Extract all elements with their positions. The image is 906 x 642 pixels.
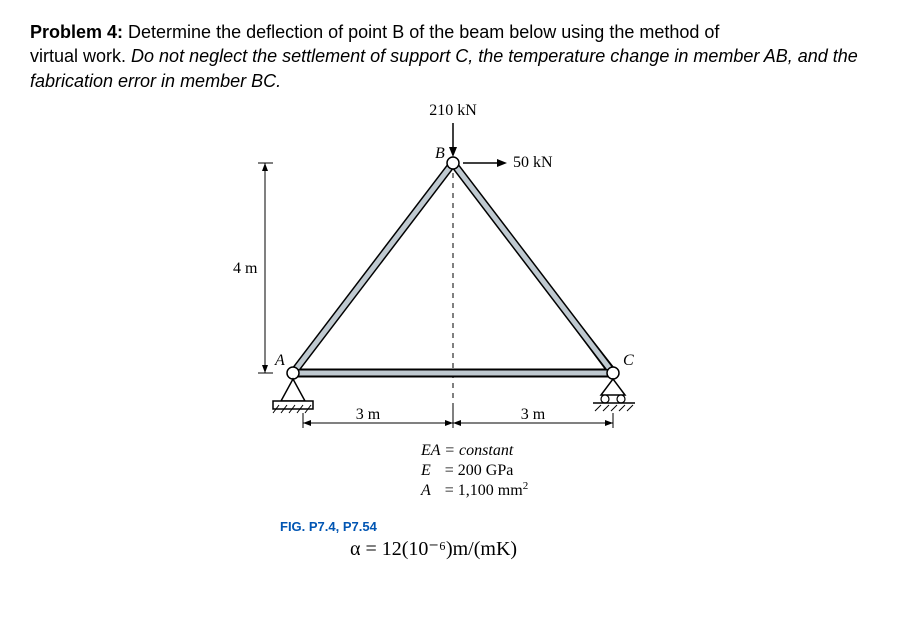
node-B-circle (447, 157, 459, 169)
problem-label: Problem 4: (30, 22, 123, 42)
diagram-container: A B C 210 kN 50 kN 4 m (30, 103, 876, 513)
params-block: EA = constant E= 200 GPa A= 1,100 mm2 (420, 442, 528, 499)
dim-height: 4 m (233, 163, 273, 373)
force-right-label: 50 kN (513, 154, 553, 171)
param-E: E= 200 GPa (420, 462, 513, 479)
dim-left-label: 3 m (356, 406, 381, 423)
member-BC-fill (453, 163, 613, 373)
problem-italic: Do not neglect the settlement of support… (30, 46, 858, 90)
support-C (593, 379, 635, 411)
node-A-circle (287, 367, 299, 379)
problem-statement: Problem 4: Determine the deflection of p… (30, 20, 876, 93)
force-right-arrowhead (497, 159, 507, 167)
member-AB-fill (293, 163, 453, 373)
dim-right-label: 3 m (521, 406, 546, 423)
param-EAconst: EA = constant (420, 442, 514, 459)
node-A-label: A (274, 352, 285, 369)
dim-height-label: 4 m (233, 260, 258, 277)
problem-line1: Determine the deflection of point B of t… (123, 22, 719, 42)
node-B-label: B (435, 145, 445, 162)
dim-bottom: 3 m 3 m (303, 403, 613, 428)
param-A: A= 1,100 mm2 (420, 480, 528, 499)
node-C-label: C (623, 352, 634, 369)
figure-reference: FIG. P7.4, P7.54 (280, 519, 876, 534)
support-A (273, 379, 313, 413)
problem-line2: virtual work. (30, 46, 131, 66)
truss-diagram: A B C 210 kN 50 kN 4 m (173, 103, 733, 513)
alpha-equation: α = 12(10⁻⁶)m/(mK) (350, 536, 876, 561)
node-C-circle (607, 367, 619, 379)
force-top-label: 210 kN (429, 103, 477, 119)
force-top-arrowhead (449, 147, 457, 157)
